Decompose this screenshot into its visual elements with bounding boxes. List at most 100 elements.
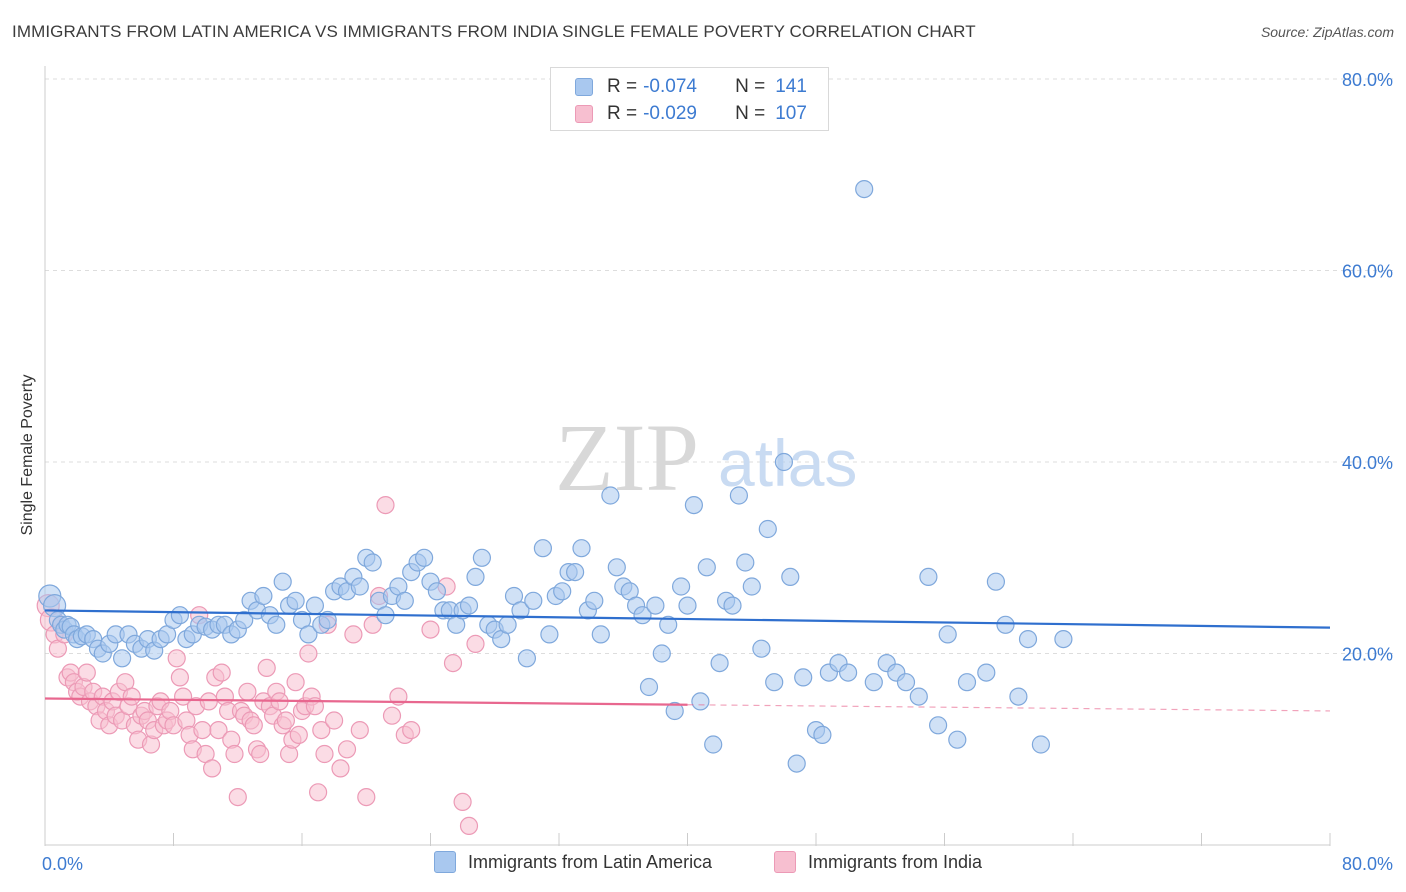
- latin-america-point: [697, 558, 716, 577]
- y-tick-label: 20.0%: [1342, 645, 1393, 665]
- latin-america-point: [838, 663, 858, 682]
- india-point: [357, 787, 376, 807]
- india-point: [77, 663, 96, 682]
- latin-america-point: [472, 548, 491, 567]
- latin-america-point: [639, 677, 659, 697]
- india-point: [289, 725, 308, 745]
- legend-swatch-pink: [575, 105, 593, 123]
- india-points: [36, 496, 485, 836]
- latin-america-point: [909, 687, 928, 706]
- bottom-legend-label: Immigrants from Latin America: [468, 851, 713, 872]
- india-point: [225, 744, 244, 764]
- chart-title: IMMIGRANTS FROM LATIN AMERICA VS IMMIGRA…: [12, 22, 976, 41]
- latin-america-point: [781, 567, 800, 587]
- legend-row-latin-america: R = -0.074 N = 141: [575, 75, 807, 99]
- y-tick-label: 60.0%: [1342, 262, 1393, 282]
- latin-america-point: [235, 610, 254, 630]
- latin-america-point: [957, 673, 977, 692]
- latin-america-point: [938, 625, 957, 644]
- india-point: [325, 711, 344, 730]
- latin-america-trend-line: [44, 609, 1331, 629]
- y-tick-label: 40.0%: [1342, 453, 1393, 473]
- x-tick-label: 0.0%: [42, 854, 83, 874]
- bottom-legend-india: Immigrants from India: [774, 851, 982, 873]
- india-point: [122, 687, 141, 706]
- india-point: [315, 744, 334, 764]
- latin-america-point: [254, 586, 273, 606]
- latin-america-point: [977, 663, 996, 682]
- latin-america-point: [704, 735, 723, 754]
- latin-america-point: [572, 539, 591, 558]
- latin-america-point: [665, 701, 684, 721]
- tick-labels: 20.0% 40.0% 60.0% 80.0% 0.0% 80.0%: [42, 70, 1393, 874]
- latin-america-point: [752, 639, 771, 658]
- bottom-legend-swatch-pink: [774, 851, 796, 873]
- india-trend-line-extrapolated: [687, 704, 1331, 712]
- latin-america-point: [794, 668, 813, 687]
- india-point: [453, 792, 472, 812]
- india-point: [276, 711, 295, 730]
- india-point: [228, 787, 247, 807]
- latin-america-point: [729, 486, 749, 505]
- latin-america-point: [601, 486, 620, 505]
- latin-america-point: [517, 649, 537, 668]
- bottom-legend-latin-america: Immigrants from Latin America: [434, 851, 712, 873]
- latin-america-point: [896, 673, 916, 692]
- india-point: [363, 615, 382, 634]
- india-point: [299, 644, 318, 663]
- latin-america-point: [1018, 629, 1038, 649]
- source-credit: Source: ZipAtlas.com: [1260, 24, 1394, 40]
- latin-america-point: [585, 591, 604, 610]
- legend-n-value: 107: [775, 103, 807, 124]
- india-point: [402, 720, 421, 740]
- legend-r-value: -0.029: [643, 103, 697, 124]
- india-point: [170, 668, 189, 687]
- india-point: [167, 649, 186, 668]
- latin-america-point: [395, 591, 414, 610]
- india-point: [212, 663, 231, 682]
- latin-america-point: [170, 606, 189, 625]
- x-tick-label: 80.0%: [1342, 854, 1393, 874]
- legend-row-india: R = -0.029 N = 107: [575, 102, 807, 126]
- legend-r-label: R =: [607, 103, 638, 124]
- bottom-legend-label: Immigrants from India: [808, 851, 983, 872]
- latin-america-point: [813, 725, 832, 745]
- latin-america-point: [511, 601, 530, 620]
- latin-america-point: [1054, 629, 1073, 649]
- latin-america-point: [540, 625, 559, 644]
- latin-america-point: [591, 625, 610, 644]
- latin-america-point: [524, 591, 543, 610]
- latin-america-point: [607, 558, 626, 577]
- india-point: [244, 716, 263, 735]
- latin-america-point: [363, 553, 382, 572]
- latin-america-point: [659, 615, 678, 634]
- latin-america-point: [671, 577, 691, 596]
- latin-america-point: [928, 716, 948, 735]
- india-point: [193, 720, 212, 740]
- latin-america-point: [459, 596, 479, 615]
- latin-america-point: [427, 582, 446, 601]
- legend-r-value: -0.074: [643, 76, 697, 97]
- latin-america-point: [565, 562, 585, 582]
- india-point: [337, 740, 357, 759]
- watermark-zip: ZIP: [555, 404, 699, 511]
- latin-america-point: [986, 572, 1006, 591]
- correlation-legend: R = -0.074 N = 141 R = -0.029 N = 107: [550, 67, 829, 131]
- india-point: [203, 759, 222, 778]
- latin-america-point: [112, 649, 132, 668]
- legend-n-label: N =: [735, 76, 766, 97]
- latin-america-point: [742, 577, 761, 596]
- latin-america-point: [299, 625, 318, 644]
- india-point: [443, 653, 463, 673]
- latin-america-point: [498, 615, 517, 634]
- legend-n-label: N =: [735, 103, 766, 124]
- india-point: [286, 673, 305, 692]
- latin-america-point: [1009, 687, 1028, 706]
- latin-america-point: [691, 692, 710, 711]
- india-point: [459, 816, 479, 836]
- india-point: [199, 692, 218, 711]
- india-point: [257, 658, 276, 678]
- india-point: [376, 496, 395, 515]
- latin-america-point: [758, 519, 777, 539]
- latin-america-point: [948, 730, 967, 749]
